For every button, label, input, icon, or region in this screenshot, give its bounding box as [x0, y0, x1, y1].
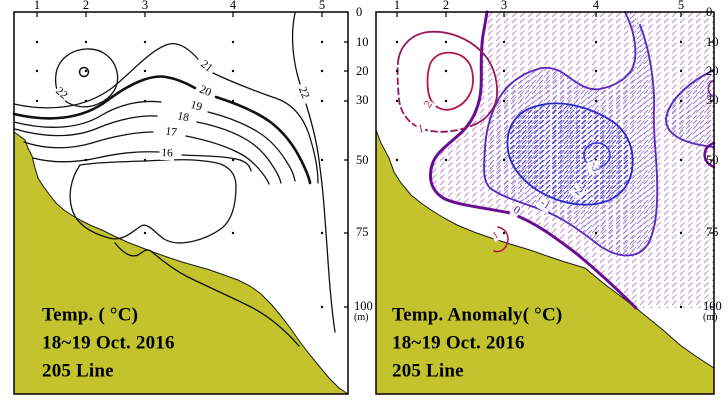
right-axis-ticks — [396, 12, 714, 308]
right-station-label: 5 — [677, 0, 685, 12]
contour-edge-mark-50m — [703, 141, 716, 169]
left-depth-label: 75 — [356, 224, 369, 239]
contour-23-core-circle — [78, 66, 90, 78]
right-station-dots — [395, 40, 683, 309]
left-panel-border — [13, 11, 349, 395]
contour-minus1-line — [483, 11, 659, 257]
left-seafloor-fill — [14, 132, 348, 394]
right-depth-label: 50 — [706, 152, 719, 167]
right-seafloor — [375, 129, 715, 394]
contour-18 — [196, 121, 282, 184]
right-seafloor-fill — [376, 130, 714, 394]
right-station-label: 3 — [500, 0, 508, 12]
right-station-label: 1 — [393, 0, 401, 12]
right-panel-line: 205 Line — [392, 360, 464, 382]
left-station-label: 1 — [33, 0, 41, 12]
right-seafloor-edge — [375, 129, 715, 369]
right-station-label: 2 — [442, 0, 450, 12]
right-depth-label: 75 — [706, 224, 719, 239]
right-contours — [396, 10, 716, 310]
contour-plus1-loop — [397, 30, 498, 125]
contour-17 — [185, 135, 270, 185]
contour-19 — [13, 100, 162, 128]
left-axis-ticks — [36, 12, 348, 308]
contour-20-bold — [214, 95, 312, 185]
contour-17 — [23, 131, 154, 149]
contour-18 — [14, 115, 158, 137]
contour-minus2-line — [506, 102, 634, 206]
right-depth-label: 10 — [706, 34, 719, 49]
contour-21 — [212, 72, 319, 184]
left-station-dots — [35, 40, 324, 309]
right-depth-label: 20 — [706, 63, 719, 78]
left-depth-unit: (m) — [354, 312, 369, 323]
contour-plus1-small-hook — [493, 226, 509, 253]
left-station-label: 4 — [229, 0, 237, 12]
left-depth-label: 30 — [356, 92, 369, 107]
right-panel-border — [375, 11, 715, 395]
contour-plus2-loop — [426, 51, 474, 111]
left-station-label: 5 — [318, 0, 326, 12]
left-station-label: 2 — [82, 0, 90, 12]
left-station-label: 3 — [141, 0, 149, 12]
left-panel-line: 205 Line — [42, 360, 114, 382]
right-station-label: 4 — [592, 0, 600, 12]
right-depth-label: 0 — [706, 4, 713, 19]
left-depth-label: 20 — [356, 63, 369, 78]
left-depth-label: 100 — [354, 298, 373, 313]
contour-label-17: 17 — [163, 125, 179, 140]
panel-borders — [13, 11, 715, 395]
contour-near-floor — [114, 242, 300, 347]
left-contours — [12, 12, 336, 347]
contour-19 — [207, 111, 296, 182]
contour-22-right — [291, 12, 301, 85]
left-panel-date: 18~19 Oct. 2016 — [42, 332, 175, 354]
contour-zero-line — [429, 10, 638, 310]
contour-21 — [13, 43, 199, 109]
right-depth-label: 100 — [703, 298, 722, 313]
contour-label-18: 18 — [175, 110, 191, 126]
contour-minus1-right-lobe — [665, 69, 715, 148]
right-depth-label: 30 — [706, 92, 719, 107]
contour-20-bold — [12, 75, 197, 120]
contour-plus1-loop-dashed — [396, 61, 477, 133]
contour-edge-mark-20m — [707, 79, 715, 98]
contour-label-16: 16 — [159, 146, 175, 161]
anomaly-negative-hatch-region — [430, 12, 714, 308]
left-seafloor — [13, 131, 349, 395]
left-depth-label: 0 — [356, 4, 363, 19]
contour-label-plus1: 1 — [416, 122, 426, 137]
contour-22-right — [305, 103, 336, 333]
hatch-minus2-area — [507, 103, 633, 205]
left-depth-label: 50 — [356, 152, 369, 167]
left-depth-label: 10 — [356, 34, 369, 49]
contour-16 — [181, 154, 252, 172]
left-panel-title: Temp. ( °C) — [42, 304, 139, 326]
right-panel-title: Temp. Anomaly( °C) — [392, 304, 563, 326]
contour-16 — [32, 151, 160, 163]
hatch-right-lobe-area — [665, 70, 714, 147]
right-panel-date: 18~19 Oct. 2016 — [392, 332, 525, 354]
right-depth-unit: (m) — [703, 312, 718, 323]
